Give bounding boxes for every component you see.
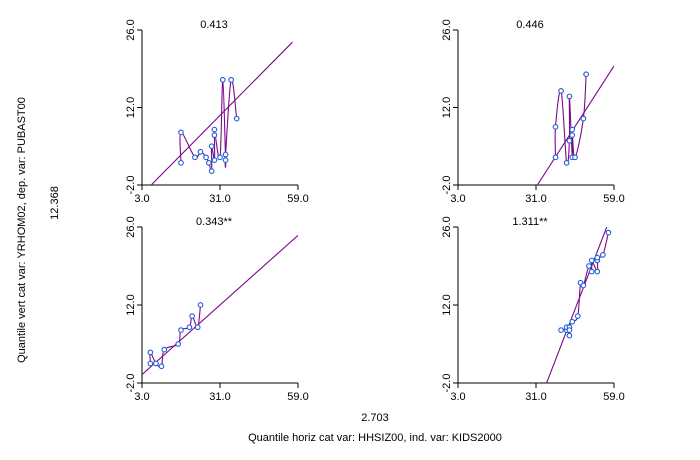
data-point <box>217 154 223 161</box>
data-point <box>192 154 198 161</box>
panel-top-left: -2.0 12.0 26.0 3.0 31.0 59.0 0.413 <box>125 19 309 205</box>
data-point <box>580 115 587 122</box>
y-tick-label: 12.0 <box>125 97 137 118</box>
panel-bottom-right: -2.0 12.0 26.0 3.0 31.0 59.0 1.311** <box>441 216 625 403</box>
data-point <box>566 327 573 333</box>
panel-top-right: -2.0 12.0 26.0 3.0 31.0 59.0 0.446 <box>441 19 625 205</box>
data-point <box>558 88 564 94</box>
data-point <box>594 254 601 261</box>
data-point <box>178 327 184 333</box>
y-tick-label: 12.0 <box>125 294 137 315</box>
data-point <box>605 229 612 236</box>
data-point <box>197 302 204 308</box>
data-point <box>186 324 193 331</box>
plot-area <box>546 227 612 383</box>
y-tick-label: 26.0 <box>125 19 137 40</box>
y-tick-label: 12.0 <box>441 294 453 315</box>
x-tick-label: 31.0 <box>525 193 546 205</box>
data-point <box>178 129 184 136</box>
x-tick-label: 31.0 <box>525 391 546 403</box>
data-point <box>588 257 595 264</box>
data-point <box>208 168 215 175</box>
data-point <box>219 76 226 83</box>
x-tick-label: 3.0 <box>134 193 149 205</box>
data-point <box>569 318 576 325</box>
data-point <box>588 268 595 275</box>
x-side-value: 2.703 <box>361 412 389 424</box>
data-point <box>211 126 218 133</box>
data-point <box>194 324 201 331</box>
data-point <box>552 124 559 130</box>
data-point <box>558 327 564 333</box>
data-point <box>222 151 229 158</box>
data-point <box>233 115 240 122</box>
y-axis-label: Quantile vert cat var: YRHOM02, dep. var… <box>16 97 28 363</box>
x-tick-label: 31.0 <box>209 193 230 205</box>
data-point <box>211 132 218 139</box>
y-tick-label: -2.0 <box>125 176 137 195</box>
y-tick-label: 12.0 <box>441 97 453 118</box>
data-point <box>228 76 234 83</box>
data-point <box>222 157 229 163</box>
data-point <box>583 71 589 78</box>
data-point <box>566 332 573 339</box>
panel-title: 0.343** <box>196 216 233 228</box>
panels: -2.0 12.0 26.0 3.0 31.0 59.0 0.413 -2.0 12.0 26.0… <box>125 19 625 403</box>
data-point <box>569 126 576 133</box>
panel-title: 0.446 <box>516 19 544 31</box>
y-tick-label: 26.0 <box>441 19 453 40</box>
x-tick-label: 59.0 <box>287 193 308 205</box>
x-tick-label: 59.0 <box>603 391 624 403</box>
data-point <box>158 363 165 370</box>
data-point <box>211 157 218 163</box>
regression-line <box>142 234 298 376</box>
data-point <box>552 154 559 161</box>
x-tick-label: 3.0 <box>450 193 465 205</box>
data-point <box>206 160 212 166</box>
plot-area <box>536 65 614 185</box>
data-point <box>600 252 606 258</box>
data-point <box>203 154 209 161</box>
panel-title: 0.413 <box>200 19 228 31</box>
x-tick-label: 59.0 <box>287 391 308 403</box>
data-point <box>572 154 578 161</box>
data-point <box>175 341 182 347</box>
y-tick-label: 26.0 <box>441 216 453 237</box>
panel-bottom-left: -2.0 12.0 26.0 3.0 31.0 59.0 0.343** <box>125 216 309 403</box>
y-side-value: 12.368 <box>49 186 61 220</box>
x-tick-label: 59.0 <box>603 193 624 205</box>
data-point <box>569 132 576 139</box>
plot-area <box>142 234 298 376</box>
panel-title: 1.311** <box>512 216 548 228</box>
data-point <box>197 148 204 155</box>
y-tick-label: -2.0 <box>125 374 137 393</box>
data-point <box>189 313 195 319</box>
data-point <box>161 346 168 353</box>
data-point <box>586 263 592 269</box>
data-point <box>208 143 215 150</box>
data-point <box>566 93 573 100</box>
data-point <box>153 360 159 367</box>
y-tick-label: 26.0 <box>125 216 137 237</box>
data-point <box>563 160 570 166</box>
x-axis-label: Quantile horiz cat var: HHSIZ00, ind. va… <box>248 432 502 444</box>
data-point <box>566 137 573 144</box>
data-point <box>147 349 154 356</box>
data-point <box>580 282 587 289</box>
data-point <box>147 360 154 367</box>
data-point <box>574 313 581 319</box>
y-tick-label: -2.0 <box>441 374 453 393</box>
regression-line <box>546 227 608 383</box>
x-tick-label: 31.0 <box>209 391 230 403</box>
x-tick-label: 3.0 <box>134 391 149 403</box>
y-tick-label: -2.0 <box>441 176 453 195</box>
plot-area <box>150 41 293 185</box>
x-tick-label: 3.0 <box>450 391 465 403</box>
regression-line <box>536 65 614 185</box>
data-point <box>178 160 184 166</box>
data-point <box>594 268 601 275</box>
